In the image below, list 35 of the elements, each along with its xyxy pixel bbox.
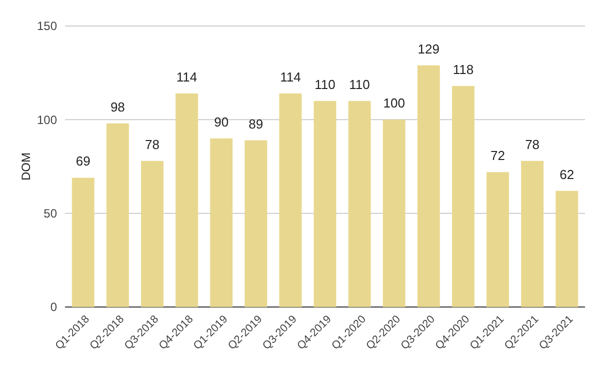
- bar: [417, 65, 440, 307]
- data-label: 100: [383, 96, 405, 111]
- data-label: 98: [110, 99, 125, 114]
- bar: [348, 100, 371, 307]
- y-tick-label: 0: [50, 300, 58, 314]
- bar: [210, 138, 233, 307]
- y-tick-label: 150: [36, 19, 58, 34]
- data-label: 129: [418, 41, 440, 56]
- y-axis-title: DOM: [19, 152, 33, 180]
- bar: [382, 120, 406, 307]
- data-label: 69: [76, 154, 90, 169]
- bar: [106, 123, 129, 307]
- bar: [244, 140, 268, 307]
- bar: [556, 190, 578, 307]
- y-tick-label: 50: [44, 206, 58, 221]
- data-label: 114: [280, 69, 301, 84]
- data-label: 110: [314, 76, 336, 92]
- bar: [141, 160, 164, 307]
- data-label: 62: [560, 166, 574, 182]
- bar: [486, 172, 509, 307]
- data-label: 72: [490, 148, 505, 164]
- y-tick-label: 100: [36, 112, 58, 127]
- bar: [72, 178, 94, 307]
- data-label: 114: [176, 69, 198, 84]
- data-label: 110: [349, 76, 370, 92]
- data-label: 90: [214, 114, 229, 130]
- data-label: 118: [452, 62, 474, 77]
- bar: [279, 93, 302, 307]
- bar: [314, 100, 336, 307]
- data-label: 78: [525, 136, 540, 152]
- bar: [452, 86, 474, 307]
- bar: [521, 160, 544, 307]
- bar: [176, 93, 198, 307]
- data-label: 78: [145, 136, 160, 152]
- data-label: 89: [248, 116, 264, 132]
